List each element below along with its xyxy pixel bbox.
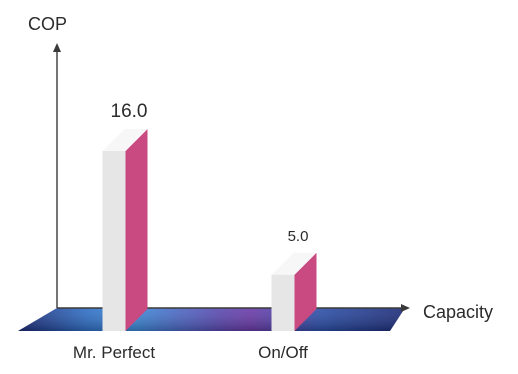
bar-value-label: 5.0: [288, 228, 309, 245]
bar-top-face: [102, 129, 148, 151]
category-label: On/Off: [258, 343, 308, 362]
bar-top-face: [271, 252, 317, 275]
bar-value-label: 16.0: [111, 101, 148, 122]
bars-group: 16.0 Mr. Perfect 5.0 On/Off: [73, 101, 317, 362]
chart-floor-shade: [18, 308, 405, 331]
bar-side-face: [125, 129, 148, 331]
bar-side-face: [294, 252, 317, 331]
y-axis-label: COP: [28, 14, 67, 34]
category-label: Mr. Perfect: [73, 343, 155, 362]
x-axis-label: Capacity: [423, 302, 493, 322]
bar: [271, 274, 295, 331]
bar: [102, 151, 126, 331]
